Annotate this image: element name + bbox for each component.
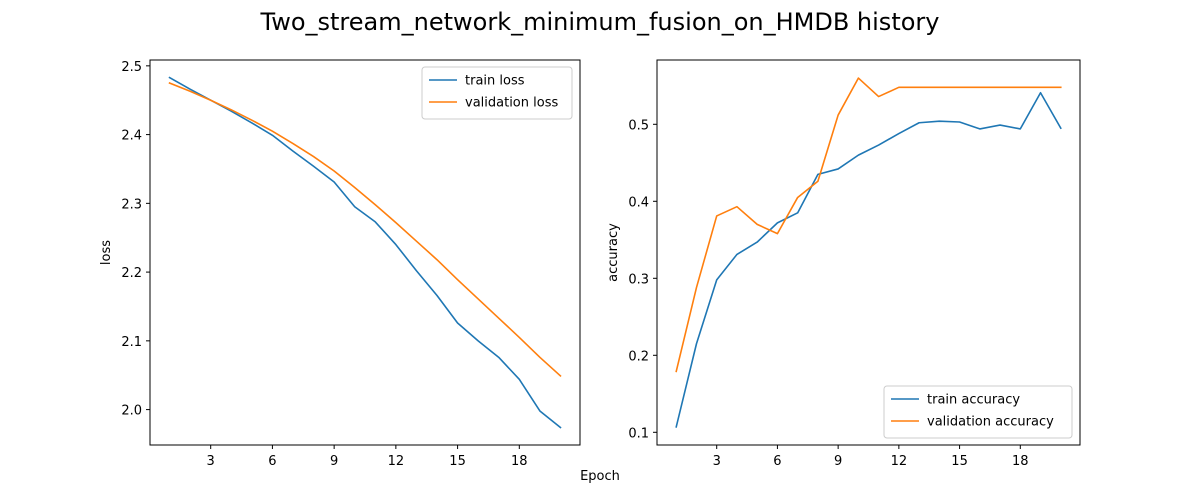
accuracy-legend-box [883, 385, 1073, 439]
x-axis-label: Epoch [580, 469, 620, 484]
loss-y-tick-label: 2.3 [121, 197, 142, 212]
accuracy-x-tick-label: 18 [1012, 454, 1029, 469]
legend-entry-train-accuracy: train accuracy [927, 393, 1020, 408]
series-line-train-loss [168, 76, 562, 429]
loss-y-tick-label: 2.4 [121, 129, 142, 144]
loss-legend: train loss validation loss [421, 66, 573, 120]
loss-y-tick-label: 2.0 [121, 404, 142, 419]
loss-chart-panel: 3 6 9 12 15 18 2.0 2.1 2.2 2.3 2.4 2.5 loss train los… [99, 59, 581, 469]
loss-legend-box [421, 66, 573, 120]
loss-y-tick-label: 2.1 [121, 335, 142, 350]
accuracy-y-tick-label: 0.1 [628, 426, 649, 441]
accuracy-x-tick-label: 9 [834, 454, 842, 469]
loss-x-tick-label: 12 [388, 454, 405, 469]
legend-entry-validation-loss: validation loss [465, 96, 558, 111]
loss-x-tick-label: 18 [511, 454, 528, 469]
accuracy-axes-frame [656, 59, 1081, 446]
loss-x-tick-label: 6 [268, 454, 276, 469]
loss-x-tick-label: 15 [449, 454, 466, 469]
accuracy-chart-panel: 3 6 9 12 15 18 0.1 0.2 0.3 0.4 0.5 accuracy train ac… [606, 59, 1081, 469]
accuracy-legend: train accuracy validation accuracy [883, 385, 1073, 439]
legend-entry-train-loss: train loss [465, 74, 525, 89]
accuracy-y-tick-label: 0.5 [628, 118, 649, 133]
accuracy-x-tick-label: 12 [891, 454, 908, 469]
loss-y-tick-label: 2.2 [121, 266, 142, 281]
accuracy-x-tick-label: 15 [951, 454, 968, 469]
accuracy-x-tick-label: 6 [773, 454, 781, 469]
loss-axes-frame [149, 59, 581, 446]
accuracy-y-axis-label: accuracy [606, 223, 621, 282]
series-line-validation-loss [168, 81, 562, 378]
accuracy-y-tick-label: 0.3 [628, 272, 649, 287]
accuracy-y-tick-label: 0.2 [628, 349, 649, 364]
accuracy-y-tick-label: 0.4 [628, 195, 649, 210]
loss-y-tick-label: 2.5 [121, 60, 142, 75]
loss-x-tick-label: 9 [330, 454, 338, 469]
series-line-validation-accuracy [675, 77, 1062, 373]
figure-title: Two_stream_network_minimum_fusion_on_HMD… [260, 8, 940, 36]
series-line-train-accuracy [675, 91, 1062, 428]
legend-entry-validation-accuracy: validation accuracy [927, 415, 1054, 430]
loss-x-tick-label: 3 [207, 454, 215, 469]
accuracy-x-tick-label: 3 [713, 454, 721, 469]
loss-y-axis-label: loss [99, 240, 114, 265]
